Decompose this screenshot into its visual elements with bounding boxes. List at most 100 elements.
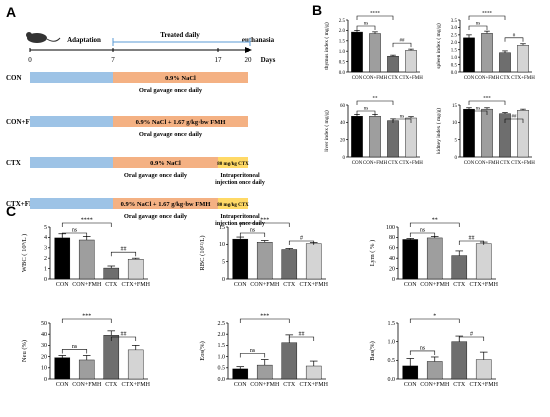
significance-bracket (61, 349, 88, 354)
category-label: CON (56, 282, 69, 288)
y-tick-label: 100 (386, 225, 395, 231)
y-tick-label: 2.5 (451, 34, 458, 39)
y-tick-label: 1.0 (388, 339, 396, 345)
bar (256, 242, 273, 280)
bar (387, 120, 399, 158)
significance-label: ** (373, 97, 379, 102)
category-label: CON+FMH (475, 161, 500, 166)
y-tick-label: 2.0 (339, 29, 346, 34)
category-label: CTX (388, 161, 398, 166)
y-tick-label: 1.5 (388, 321, 396, 327)
treated-bracket (112, 38, 251, 46)
y-tick-label: 1.0 (451, 56, 458, 61)
category-label: CON (352, 76, 363, 81)
group-name: CON+FMH (6, 118, 42, 126)
bar (499, 52, 511, 73)
significance-label: ns (400, 115, 405, 120)
treatment-text: 0.9% NaCl (150, 160, 181, 167)
y-tick-label: 0 (392, 277, 395, 283)
y-tick-label: 1.5 (451, 49, 458, 54)
panel-b-letter: B (312, 2, 323, 18)
bar (387, 55, 399, 73)
significance-bracket (468, 15, 506, 20)
gavage-note: Oral gavage once daily (124, 213, 188, 220)
y-tick-label: 4 (44, 235, 47, 241)
significance-label: # (513, 33, 516, 38)
ctx-text: 80 mg/kg CTX (217, 203, 249, 208)
gavage-note: Oral gavage once daily (139, 87, 203, 94)
bar (369, 33, 381, 73)
y-tick-label: 20 (340, 138, 346, 143)
bar (351, 116, 363, 158)
bar-chart-10: 0.0 0.5 1.0 1.5 Bas(%) CON CON+FMH CTX CTX+FMH ns… (369, 314, 499, 389)
y-tick-label: 20 (389, 266, 395, 272)
tick-17: 17 (215, 56, 223, 64)
significance-label: ns (250, 228, 256, 234)
category-label: CTX (500, 76, 510, 81)
y-axis-label: kidney index ( mg/g) (435, 108, 442, 154)
significance-bracket (504, 37, 524, 42)
category-label: CON+FMH (420, 382, 450, 388)
significance-label: # (300, 236, 303, 242)
category-label: CTX (388, 76, 398, 81)
bar (451, 341, 468, 380)
category-label: CTX (500, 161, 510, 166)
category-label: CTX+FMH (511, 76, 535, 81)
y-tick-label: 0.5 (218, 366, 226, 372)
category-label: CON+FMH (72, 382, 102, 388)
bar (232, 238, 249, 280)
bar (402, 239, 419, 280)
y-tick-label: 20 (41, 354, 47, 360)
phase-euthanasia-label: euthanasia (242, 36, 275, 44)
adaptation-bar (30, 157, 113, 168)
bar (78, 239, 95, 280)
adaptation-bar (30, 72, 113, 83)
significance-bracket (239, 222, 290, 227)
y-axis-label: Bas(%) (369, 341, 376, 361)
y-tick-label: 1.0 (218, 354, 226, 360)
bar (103, 267, 120, 280)
y-tick-label: 10 (41, 366, 47, 372)
bar (256, 364, 273, 380)
significance-label: ns (364, 22, 369, 27)
significance-label: ns (72, 228, 78, 234)
bar (127, 259, 144, 280)
panel-a-letter: A (6, 4, 17, 20)
injection-note: Intraperitoneal (220, 214, 260, 220)
y-tick-label: 60 (340, 104, 346, 109)
bar-chart-7: 0 20 40 60 80 100 Lym ( % ) CON CON+FMH CTX CTX+FM… (369, 218, 499, 289)
significance-bracket (458, 240, 485, 245)
treatment-bar (113, 198, 218, 209)
bar (232, 368, 249, 380)
significance-bracket (409, 318, 460, 323)
y-axis-label: Neu (%) (21, 340, 28, 362)
y-tick-label: 5 (44, 225, 47, 231)
significance-bracket (110, 336, 137, 341)
bar (127, 349, 144, 380)
category-label: CON+FMH (363, 161, 388, 166)
category-label: CON+FMH (72, 282, 102, 288)
category-label: CTX (105, 282, 118, 288)
y-tick-label: 5 (222, 259, 225, 265)
significance-bracket (468, 25, 488, 30)
significance-bracket (356, 110, 376, 115)
group-name: CON (6, 74, 22, 82)
significance-label: ns (250, 348, 256, 354)
significance-bracket (409, 232, 436, 237)
y-tick-label: 0.0 (339, 71, 346, 76)
category-label: CTX+FMH (399, 161, 423, 166)
category-label: CTX+FMH (122, 282, 151, 288)
bar (475, 243, 492, 280)
y-tick-label: 1 (44, 266, 47, 272)
category-label: CTX (283, 282, 296, 288)
significance-bracket (409, 350, 436, 355)
y-tick-label: 50 (41, 321, 47, 327)
significance-label: ## (512, 115, 518, 120)
significance-label: *** (483, 97, 491, 102)
significance-bracket (392, 118, 412, 123)
y-tick-label: 0.5 (451, 63, 458, 68)
category-label: CTX+FMH (300, 382, 329, 388)
significance-bracket (504, 118, 524, 123)
bar-chart-2: 0.0 0.5 1.0 1.5 2.0 2.5 3.0 3.5 spleen index ( m… (435, 12, 535, 82)
bar (463, 108, 475, 158)
